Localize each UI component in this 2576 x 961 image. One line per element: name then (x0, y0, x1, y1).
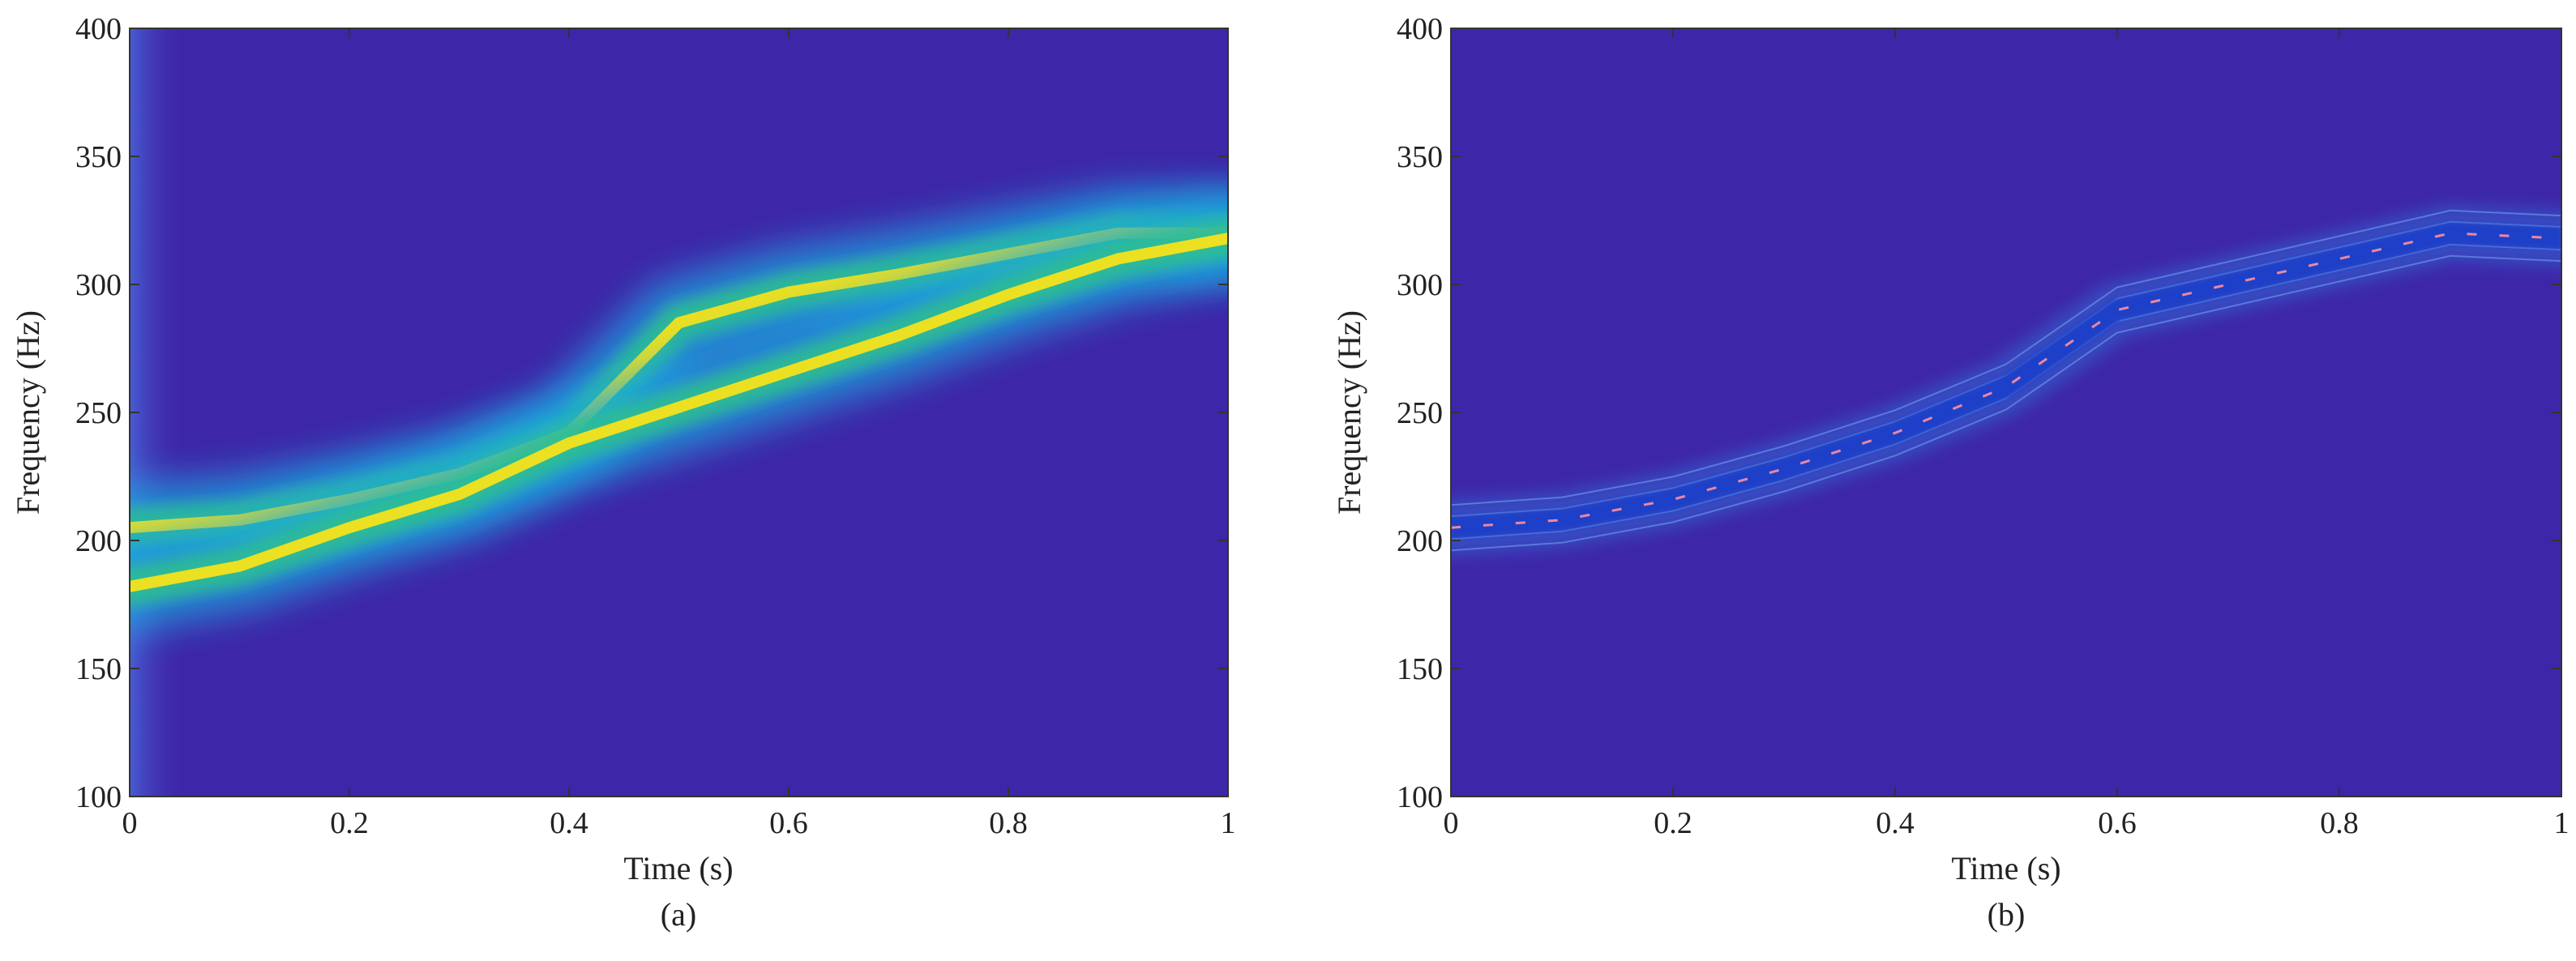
y-tick-label-a: 250 (75, 396, 122, 430)
x-tick-label-a: 0 (122, 806, 138, 840)
y-tick-label-b: 400 (1397, 12, 1443, 46)
x-tick-label-a: 0.4 (550, 806, 588, 840)
ridge-filament-b (1451, 254, 2561, 552)
y-tick-label-b: 150 (1397, 652, 1443, 686)
energy-layer-b (1451, 204, 2561, 557)
x-tick-label-a: 0.2 (330, 806, 369, 840)
spectrogram-panel-b: 0 0.2 0.4 0.6 0.8 1 100 150 200 250 300 350 400 Time… (1331, 12, 2570, 933)
y-tick-label-b: 250 (1397, 396, 1443, 430)
spectrogram-panel-a: 0 0.2 0.4 0.6 0.8 1 100 150 200 250 300 350 400 Time… (10, 12, 1236, 933)
y-tick-label-b: 200 (1397, 524, 1443, 558)
x-tick-label-b: 0.8 (2320, 806, 2359, 840)
x-tick-label-a: 1 (1221, 806, 1236, 840)
energy-layer-a (130, 28, 1228, 797)
panel-label-a: (a) (661, 896, 696, 933)
ridge-core-a (130, 233, 1228, 592)
y-axis-label-b: Frequency (Hz) (1331, 310, 1367, 515)
y-tick-label-a: 200 (75, 524, 122, 558)
y-tick-label-b: 100 (1397, 780, 1443, 814)
x-axis-label-b: Time (s) (1951, 850, 2060, 886)
x-tick-label-b: 0 (1444, 806, 1459, 840)
x-tick-label-a: 0.8 (989, 806, 1028, 840)
y-tick-label-b: 350 (1397, 140, 1443, 174)
y-tick-label-a: 100 (75, 780, 122, 814)
x-tick-label-b: 0.6 (2098, 806, 2137, 840)
x-tick-label-a: 0.6 (769, 806, 808, 840)
x-axis-label-a: Time (s) (623, 850, 733, 886)
x-tick-label-b: 1 (2554, 806, 2570, 840)
y-tick-label-a: 350 (75, 140, 122, 174)
y-tick-label-a: 150 (75, 652, 122, 686)
y-axis-label-a: Frequency (Hz) (10, 310, 46, 515)
x-tick-label-b: 0.2 (1654, 806, 1692, 840)
y-tick-label-b: 300 (1397, 268, 1443, 302)
panel-label-b: (b) (1988, 896, 2026, 933)
ridge-filament-b (1451, 209, 2561, 506)
y-tick-label-a: 300 (75, 268, 122, 302)
x-tick-label-b: 0.4 (1876, 806, 1915, 840)
y-tick-label-a: 400 (75, 12, 122, 46)
ridge-core-b (1451, 232, 2561, 529)
